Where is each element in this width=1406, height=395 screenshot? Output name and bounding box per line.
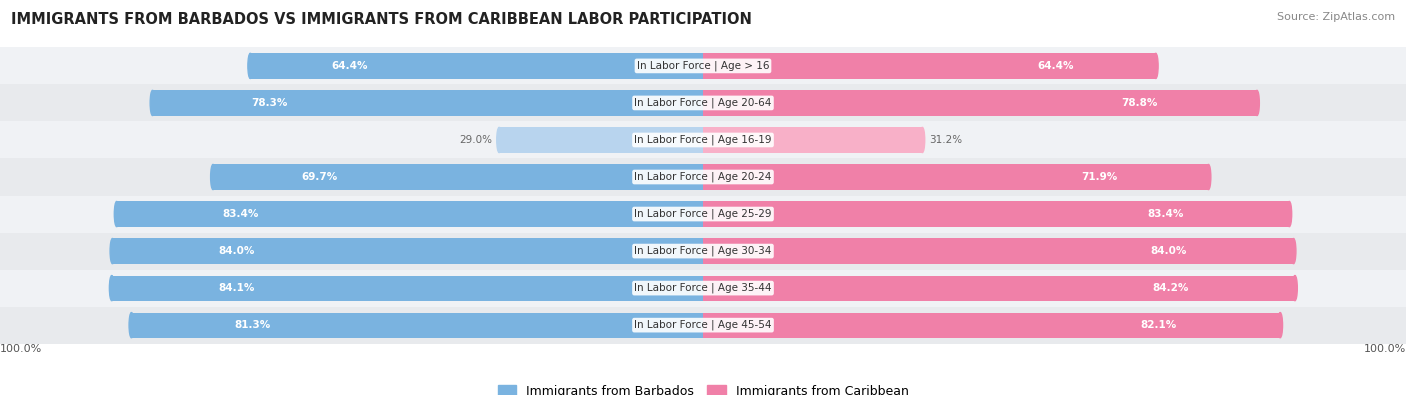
Text: In Labor Force | Age 35-44: In Labor Force | Age 35-44 — [634, 283, 772, 293]
Bar — [703, 276, 1295, 301]
Bar — [0, 233, 1406, 269]
Legend: Immigrants from Barbados, Immigrants from Caribbean: Immigrants from Barbados, Immigrants fro… — [492, 380, 914, 395]
Circle shape — [1286, 201, 1292, 227]
Text: In Labor Force | Age 16-19: In Labor Force | Age 16-19 — [634, 135, 772, 145]
Text: 64.4%: 64.4% — [332, 61, 368, 71]
Text: 29.0%: 29.0% — [460, 135, 492, 145]
Text: 81.3%: 81.3% — [235, 320, 270, 330]
Bar — [0, 269, 1406, 307]
Circle shape — [1254, 90, 1260, 115]
Circle shape — [1278, 312, 1282, 338]
Bar — [132, 312, 703, 338]
Text: 100.0%: 100.0% — [0, 344, 42, 354]
Bar — [703, 127, 922, 152]
Circle shape — [211, 164, 215, 190]
Circle shape — [129, 312, 134, 338]
Text: In Labor Force | Age 20-64: In Labor Force | Age 20-64 — [634, 98, 772, 108]
Bar — [0, 47, 1406, 85]
Circle shape — [110, 239, 115, 264]
Circle shape — [1292, 276, 1298, 301]
Text: 71.9%: 71.9% — [1081, 172, 1118, 182]
Circle shape — [1153, 53, 1159, 79]
Circle shape — [920, 127, 925, 152]
Text: In Labor Force | Age 45-54: In Labor Force | Age 45-54 — [634, 320, 772, 330]
Bar — [117, 201, 703, 227]
Text: 83.4%: 83.4% — [222, 209, 259, 219]
Bar — [703, 53, 1156, 79]
Text: In Labor Force | Age > 16: In Labor Force | Age > 16 — [637, 61, 769, 71]
Circle shape — [110, 276, 114, 301]
Bar — [703, 312, 1281, 338]
Bar — [153, 90, 703, 116]
Bar — [499, 127, 703, 152]
Bar — [0, 158, 1406, 196]
Bar — [0, 307, 1406, 344]
Circle shape — [150, 90, 155, 115]
Text: 31.2%: 31.2% — [929, 135, 963, 145]
Bar — [703, 201, 1289, 227]
Text: 100.0%: 100.0% — [1364, 344, 1406, 354]
Text: In Labor Force | Age 30-34: In Labor Force | Age 30-34 — [634, 246, 772, 256]
Bar — [0, 196, 1406, 233]
Text: In Labor Force | Age 25-29: In Labor Force | Age 25-29 — [634, 209, 772, 219]
Bar — [214, 164, 703, 190]
Text: 83.4%: 83.4% — [1147, 209, 1184, 219]
Text: In Labor Force | Age 20-24: In Labor Force | Age 20-24 — [634, 172, 772, 182]
Text: 84.1%: 84.1% — [218, 283, 254, 293]
Bar — [250, 53, 703, 79]
Bar — [0, 121, 1406, 158]
Circle shape — [1206, 164, 1211, 190]
Text: 82.1%: 82.1% — [1140, 320, 1177, 330]
Text: 84.2%: 84.2% — [1152, 283, 1188, 293]
Text: 64.4%: 64.4% — [1038, 61, 1074, 71]
Bar — [703, 239, 1294, 264]
Text: 78.3%: 78.3% — [252, 98, 288, 108]
Circle shape — [247, 53, 253, 79]
Text: IMMIGRANTS FROM BARBADOS VS IMMIGRANTS FROM CARIBBEAN LABOR PARTICIPATION: IMMIGRANTS FROM BARBADOS VS IMMIGRANTS F… — [11, 12, 752, 27]
Bar — [112, 239, 703, 264]
Text: 84.0%: 84.0% — [219, 246, 254, 256]
Bar — [112, 276, 703, 301]
Circle shape — [496, 127, 502, 152]
Text: 78.8%: 78.8% — [1121, 98, 1157, 108]
Bar — [703, 164, 1209, 190]
Text: Source: ZipAtlas.com: Source: ZipAtlas.com — [1277, 12, 1395, 22]
Text: 84.0%: 84.0% — [1152, 246, 1187, 256]
Text: 69.7%: 69.7% — [301, 172, 337, 182]
Bar — [0, 85, 1406, 121]
Circle shape — [1291, 239, 1296, 264]
Bar — [703, 90, 1257, 116]
Circle shape — [114, 201, 120, 227]
